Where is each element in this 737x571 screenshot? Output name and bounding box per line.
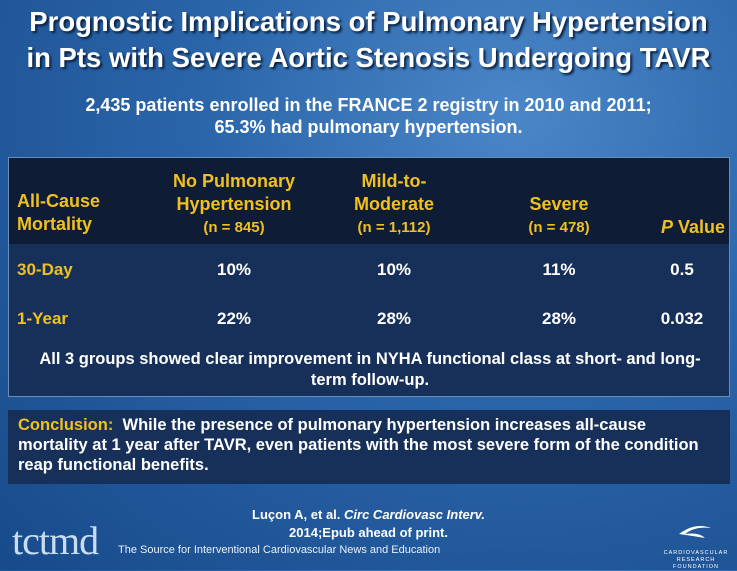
table-cell: 11% — [542, 260, 576, 279]
title-line: Prognostic Implications of Pulmonary Hyp… — [29, 6, 708, 37]
conclusion-label: Conclusion: — [18, 416, 114, 434]
logo: tctmd — [12, 518, 99, 563]
foundation-icon — [679, 526, 711, 538]
table-note: All 3 groups showed clear improvement in… — [39, 350, 701, 389]
header-text: Mild-to-Moderate — [353, 171, 434, 214]
citation-journal: Circ Cardiovasc Interv. — [344, 507, 485, 522]
header-text: Value — [677, 217, 725, 237]
table-cell: 10% — [216, 260, 252, 279]
table-cell: 28% — [376, 309, 412, 328]
header-cell: All-Cause Mortality — [17, 191, 101, 234]
table-cell: 10% — [376, 260, 412, 279]
title-line: in Pts with Severe Aortic Stenosis Under… — [26, 42, 711, 73]
header-cell: Mild-to-Moderate (n = 1,112) — [339, 170, 449, 239]
subtitle-line: 2,435 patients enrolled in the FRANCE 2 … — [85, 95, 652, 115]
citation-authors: Luçon A, et al. — [252, 507, 341, 522]
table-header: All-Cause Mortality No Pulmonary Hyperte… — [9, 158, 729, 244]
subtitle-line: 65.3% had pulmonary hypertension. — [214, 117, 523, 137]
table-cell: 22% — [216, 309, 252, 328]
header-cell: Severe (n = 478) — [499, 193, 619, 239]
conclusion-text: While the presence of pulmonary hyperten… — [18, 416, 699, 474]
citation-line: Luçon A, et al. Circ Cardiovasc Interv. — [0, 506, 737, 524]
header-text: No Pulmonary Hypertension — [172, 171, 296, 214]
citation-detail: 2014;Epub ahead of print. — [289, 525, 448, 540]
header-n: (n = 845) — [203, 219, 265, 236]
citation: Luçon A, et al. Circ Cardiovasc Interv. … — [0, 506, 737, 542]
foundation: CARDIOVASCULAR RESEARCH FOUNDATION — [663, 550, 729, 570]
row-label: 1-Year — [17, 309, 69, 328]
header-n: (n = 1,112) — [357, 219, 431, 236]
subtitle: 2,435 patients enrolled in the FRANCE 2 … — [0, 94, 737, 138]
row-label: 30-Day — [17, 260, 73, 279]
table-cell: 0.032 — [660, 309, 704, 328]
header-italic: P — [660, 217, 673, 237]
header-text: Severe — [529, 194, 589, 214]
tagline: The Source for Interventional Cardiovasc… — [118, 544, 441, 556]
conclusion: Conclusion: While the presence of pulmon… — [8, 410, 730, 484]
header-cell: No Pulmonary Hypertension (n = 845) — [154, 170, 314, 239]
table-cell: 0.5 — [670, 260, 694, 279]
title: Prognostic Implications of Pulmonary Hyp… — [0, 4, 737, 76]
table-cell: 28% — [541, 309, 577, 328]
table: All-Cause Mortality No Pulmonary Hyperte… — [8, 157, 730, 397]
header-n: (n = 478) — [528, 219, 590, 236]
header-cell: P Value — [639, 216, 725, 239]
